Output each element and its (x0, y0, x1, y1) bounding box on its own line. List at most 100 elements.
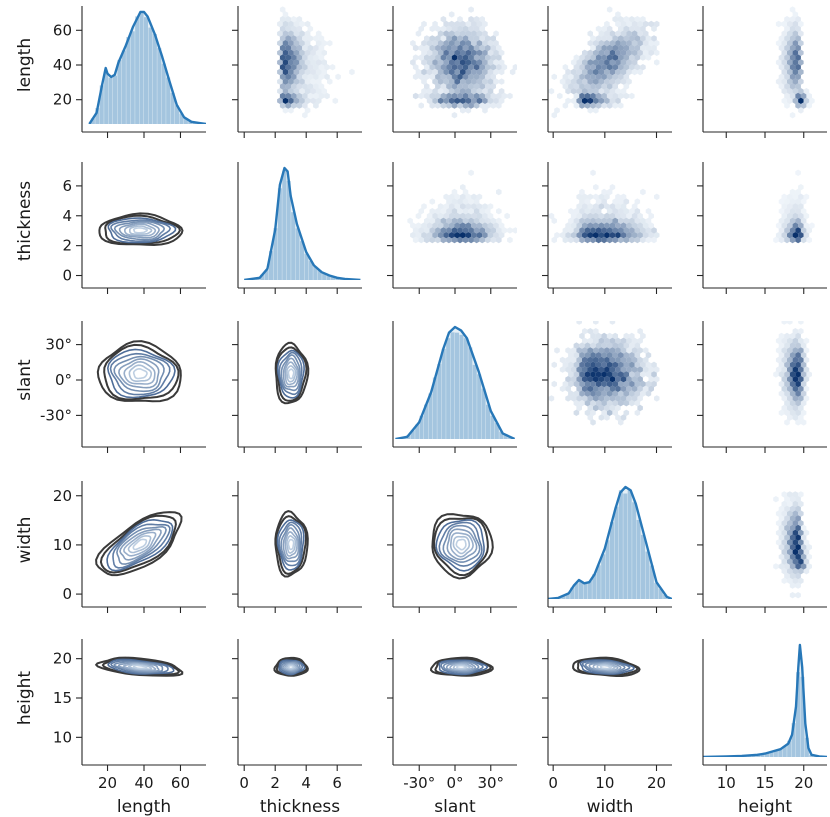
histogram-bar (782, 745, 787, 757)
hexbin-cell (329, 64, 336, 71)
hexbin-cell (781, 366, 787, 373)
hexbin-cell (620, 414, 627, 421)
hexbin-cell (792, 491, 799, 498)
hexbin-cell (582, 222, 588, 229)
hexbin-cell (601, 332, 607, 340)
hexbin-cell (787, 88, 793, 95)
hexbin-cell (618, 25, 624, 32)
hexbin-cell (299, 49, 305, 56)
hexbin-cell (465, 49, 472, 56)
hexbin-cell (579, 217, 585, 224)
hexbin-cell (437, 59, 444, 66)
hexbin-cell (582, 376, 588, 383)
hexbin-cell (415, 68, 422, 76)
kde-area (703, 645, 827, 757)
kde-contour (278, 351, 303, 396)
hexbin-cell (620, 385, 627, 392)
hexbin-cell (654, 376, 660, 383)
hexbin-cell (598, 203, 605, 210)
hexbin-cell (570, 347, 577, 354)
hexbin-cell (773, 371, 779, 378)
hexbin-cell (307, 25, 314, 32)
hexbin-cell (424, 83, 430, 90)
hexbin-cell (606, 400, 613, 407)
hexbin-cell (615, 40, 621, 47)
y-axis-label-height: height (15, 671, 35, 726)
hexbin-cell (318, 44, 325, 52)
hexbin-cell (288, 88, 294, 95)
hexbin-cell (789, 25, 796, 32)
hexbin-cell (579, 400, 585, 407)
hexbin-cell (798, 366, 804, 373)
hexbin-cell (584, 371, 591, 378)
hexbin-cell (448, 40, 455, 47)
panel-plot-area (273, 656, 309, 677)
hexbin-cell (501, 92, 508, 100)
hexbin-cell (615, 337, 621, 344)
hexbin-cell (582, 68, 588, 76)
hexbin-cell (778, 227, 785, 234)
hexbin-cell (795, 572, 801, 580)
hexbin-cell (623, 208, 630, 215)
hexbin-cell (787, 385, 793, 392)
kde-contour (280, 661, 301, 674)
histogram-bar (663, 594, 668, 599)
hexbin-cell (293, 49, 300, 56)
hexbin-cell (551, 112, 557, 119)
hexbin-cell (429, 44, 436, 52)
hexbin-cell (618, 35, 624, 42)
hexbin-cell (440, 208, 447, 215)
hexbin-cell (792, 529, 799, 536)
hexbin-cell (612, 332, 618, 340)
hexbin-cell (784, 92, 790, 100)
hexbin-cell (651, 236, 657, 244)
panel-plot-area (94, 656, 184, 677)
hexbin-cell (806, 544, 812, 551)
hexbin-cell (601, 409, 607, 416)
hexbin-cell (487, 88, 494, 95)
hexbin-cell (282, 30, 289, 37)
hexbin-cell (565, 376, 571, 383)
hexbin-cell (576, 321, 582, 325)
panel-slant-vs-length: -30°0°30° (40, 321, 206, 453)
hexbin-cell (282, 78, 289, 85)
hexbin-cell (593, 68, 599, 76)
hexbin-cell (792, 347, 799, 354)
hexbin-cell (579, 64, 585, 71)
hexbin-cell (604, 347, 610, 354)
hexbin-cell (789, 217, 796, 224)
hexbin-cell (631, 366, 638, 373)
hexbin-cell (446, 44, 452, 52)
hexbin-cell (803, 356, 810, 364)
hexbin-cell (792, 385, 799, 392)
hexbin-cell (623, 352, 630, 359)
kde-contour (286, 663, 297, 671)
histogram-bar (269, 251, 274, 280)
histogram-bar (503, 435, 508, 439)
hexbin-cell (279, 102, 286, 109)
hexbin-cell (507, 227, 513, 234)
hexbin-cell (321, 49, 327, 56)
hexbin-cell (473, 54, 480, 61)
hexbin-cell (601, 54, 607, 61)
hexbin-cell (279, 25, 286, 32)
hexbin-cell (460, 59, 466, 66)
hexbin-cell (421, 88, 427, 95)
hexbin-cell (620, 78, 627, 85)
hexbin-cell (606, 64, 613, 71)
hexbin-cell (454, 30, 460, 37)
hexbin-cell (773, 563, 779, 570)
x-tick-label: 30° (477, 774, 504, 792)
hexbin-cell (787, 347, 793, 354)
hexbin-cell (435, 83, 441, 90)
hexbin-cell (609, 88, 616, 95)
hexbin-cell (479, 54, 485, 61)
hexbin-cell (460, 203, 466, 210)
x-tick-label: 20 (794, 774, 813, 792)
hexbin-cell (473, 217, 480, 224)
hexbin-cell (792, 414, 799, 421)
hexbin-cell (778, 54, 785, 61)
hexbin-cell (576, 59, 582, 66)
hexbin-cell (789, 227, 796, 234)
hexbin-cell (590, 92, 596, 100)
